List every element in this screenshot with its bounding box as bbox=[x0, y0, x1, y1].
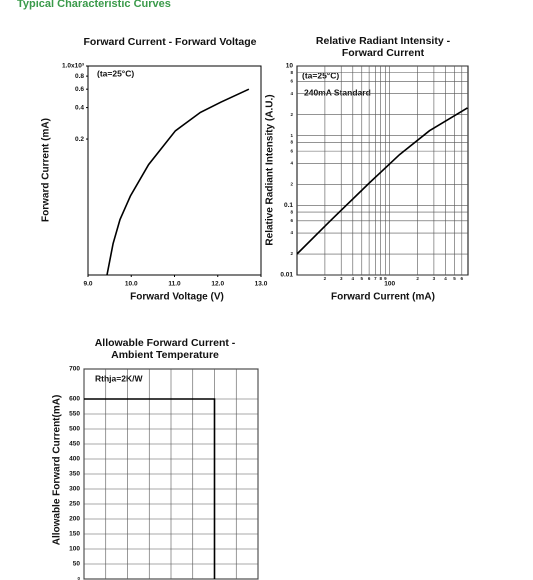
plot-frame bbox=[87, 65, 262, 276]
y-tick-label: 450 bbox=[69, 441, 80, 448]
chart-title: Relative Radiant Intensity - bbox=[316, 35, 451, 47]
chart-title: Forward Current - Forward Voltage bbox=[83, 36, 256, 48]
y-tick-label: 550 bbox=[69, 411, 80, 418]
chart-title: Allowable Forward Current - bbox=[95, 337, 236, 349]
x-tick-label: 3 bbox=[433, 276, 436, 281]
y-tick-label: 250 bbox=[69, 501, 80, 508]
heading: Typical Characteristic Curves bbox=[17, 0, 171, 10]
x-tick-label: 2 bbox=[416, 276, 419, 281]
data-line bbox=[106, 88, 250, 276]
data-line bbox=[84, 398, 216, 579]
x-tick-label: 12.0 bbox=[211, 281, 224, 288]
x-tick-label: 4 bbox=[352, 276, 355, 281]
x-tick-label: 9.0 bbox=[83, 281, 92, 288]
y-tick-label: 6 bbox=[290, 148, 293, 153]
x-axis-label: Forward Current (mA) bbox=[331, 292, 435, 303]
y-tick-label: 10 bbox=[286, 63, 294, 70]
y-tick-label: 100 bbox=[69, 546, 80, 553]
x-tick-label: 13.0 bbox=[255, 281, 268, 288]
y-tick-label: 6 bbox=[290, 218, 293, 223]
y-axis-label: Forward Current (mA) bbox=[41, 118, 52, 222]
x-tick-label: 6 bbox=[368, 276, 371, 281]
annotation: 240mA Standard bbox=[304, 87, 371, 97]
y-tick-label: 1.0x10³ bbox=[62, 63, 85, 70]
annotation: (ta=25°C) bbox=[302, 70, 339, 80]
y-axis-label: Relative Radiant Intensity (A.U.) bbox=[265, 94, 276, 245]
y-tick-label: 2 bbox=[290, 251, 293, 256]
y-tick-label: 8 bbox=[290, 140, 293, 145]
y-tick-label: 2 bbox=[290, 112, 293, 117]
y-tick-label: 8 bbox=[290, 209, 293, 214]
chart-title: Ambient Temperature bbox=[111, 349, 219, 361]
x-tick-label: 9 bbox=[384, 276, 387, 281]
data-line bbox=[296, 107, 468, 255]
x-tick-label: 5 bbox=[453, 276, 456, 281]
y-tick-label: 400 bbox=[69, 456, 80, 463]
y-tick-label: 0.8 bbox=[75, 73, 84, 80]
y-tick-label: 0.1 bbox=[284, 202, 293, 209]
y-tick-label: 8 bbox=[290, 70, 293, 75]
x-tick-label: 5 bbox=[361, 276, 364, 281]
x-axis-label: Forward Voltage (V) bbox=[130, 292, 224, 303]
y-axis-label: Allowable Forward Current(mA) bbox=[52, 395, 63, 546]
y-tick-label: 300 bbox=[69, 486, 80, 493]
x-tick-label: 3 bbox=[340, 276, 343, 281]
x-tick-label: 11.0 bbox=[168, 281, 181, 288]
x-tick-label: 7 bbox=[374, 276, 377, 281]
y-tick-label: 0.4 bbox=[75, 104, 84, 111]
x-tick-label: 10.0 bbox=[125, 281, 138, 288]
y-tick-label: 600 bbox=[69, 396, 80, 403]
y-tick-label: 6 bbox=[290, 79, 293, 84]
x-tick-label: 6 bbox=[461, 276, 464, 281]
annotation: (ta=25°C) bbox=[97, 68, 134, 78]
y-tick-label: 350 bbox=[69, 471, 80, 478]
x-tick-label: 100 bbox=[384, 281, 395, 288]
annotation: Rthja=2K/W bbox=[95, 373, 143, 383]
y-tick-label: 500 bbox=[69, 426, 80, 433]
y-tick-label: 0.2 bbox=[75, 136, 84, 143]
chart-title: Forward Current bbox=[342, 47, 425, 59]
y-tick-label: 200 bbox=[69, 516, 80, 523]
y-tick-label: 4 bbox=[290, 230, 293, 235]
x-tick-label: 8 bbox=[379, 276, 382, 281]
y-tick-label: 4 bbox=[290, 91, 293, 96]
y-tick-label: 700 bbox=[69, 366, 80, 373]
x-tick-label: 2 bbox=[324, 276, 327, 281]
y-tick-label: 0.6 bbox=[75, 86, 84, 93]
y-tick-label: 1 bbox=[290, 133, 293, 138]
y-tick-label: 0 bbox=[77, 576, 80, 580]
y-tick-label: 4 bbox=[290, 161, 293, 166]
y-tick-label: 2 bbox=[290, 182, 293, 187]
x-tick-label: 4 bbox=[444, 276, 447, 281]
y-tick-label: 50 bbox=[73, 561, 81, 568]
y-tick-label: 0.01 bbox=[280, 272, 293, 279]
y-tick-label: 150 bbox=[69, 531, 80, 538]
